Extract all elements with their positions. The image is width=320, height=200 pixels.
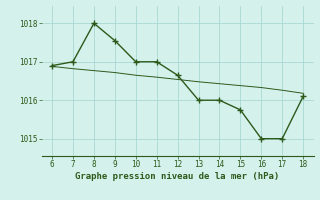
X-axis label: Graphe pression niveau de la mer (hPa): Graphe pression niveau de la mer (hPa): [76, 172, 280, 181]
